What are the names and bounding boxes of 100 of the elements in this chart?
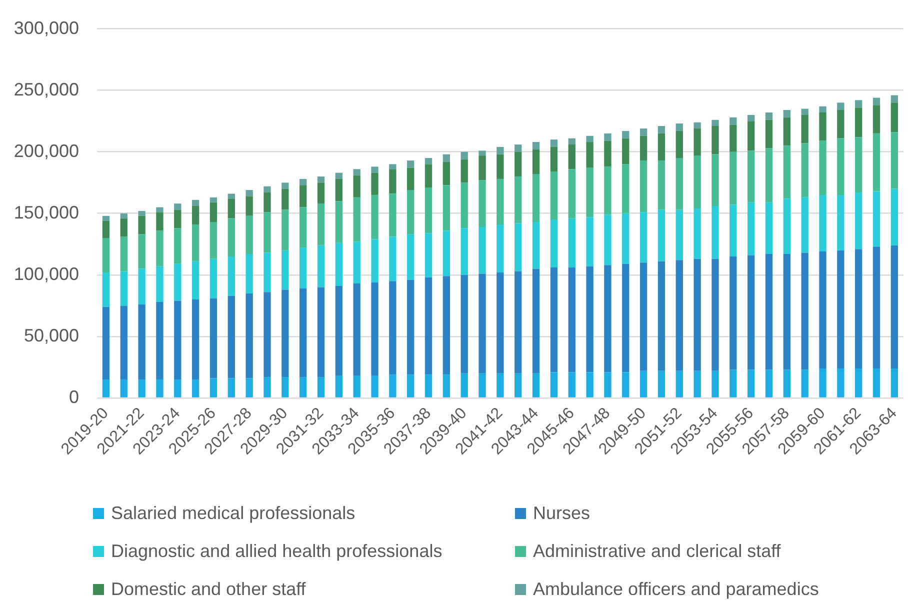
- bar: [299, 377, 307, 398]
- bar: [192, 224, 200, 262]
- bar: [640, 212, 648, 263]
- legend-label: Nurses: [533, 502, 590, 524]
- bar: [282, 182, 289, 189]
- bar: [210, 202, 218, 222]
- bar: [246, 254, 253, 294]
- bar: [246, 196, 253, 216]
- bar: [712, 154, 719, 206]
- bar: [156, 266, 164, 302]
- bar: [783, 254, 790, 370]
- bar: [837, 194, 844, 250]
- bar: [855, 108, 862, 138]
- bar: [640, 128, 648, 136]
- bar: [156, 302, 164, 380]
- bar: [550, 372, 558, 398]
- y-tick-label: 50,000: [24, 325, 79, 346]
- bar: [407, 280, 414, 375]
- legend-label: Diagnostic and allied health professionals: [111, 540, 442, 562]
- bar: [783, 198, 790, 254]
- bar: [138, 304, 146, 380]
- bar: [801, 197, 808, 253]
- bar: [460, 182, 468, 228]
- bar: [694, 258, 701, 371]
- bar: [765, 112, 773, 120]
- bar: [872, 191, 880, 247]
- bar: [872, 105, 880, 134]
- bar: [712, 258, 719, 371]
- bar: [353, 175, 360, 198]
- bar: [317, 245, 325, 288]
- bar: [765, 370, 773, 398]
- bar: [102, 216, 110, 221]
- bar: [586, 266, 594, 372]
- bar: [568, 138, 576, 144]
- bar: [747, 370, 755, 398]
- bar: [246, 378, 253, 398]
- bar: [299, 185, 307, 208]
- bar: [353, 197, 360, 242]
- bar: [496, 178, 504, 224]
- bar: [156, 380, 164, 398]
- bar: [855, 192, 862, 250]
- bar: [389, 374, 396, 398]
- bar: [335, 201, 342, 243]
- bar: [622, 372, 630, 398]
- bar: [424, 158, 432, 164]
- bar: [890, 245, 898, 368]
- bar: [120, 236, 128, 272]
- bar: [819, 140, 826, 195]
- y-tick-label: 300,000: [14, 18, 79, 38]
- bar: [282, 188, 289, 210]
- bar: [568, 144, 576, 170]
- bar: [120, 306, 128, 380]
- bar: [801, 143, 808, 198]
- bar: [890, 188, 898, 246]
- bar: [264, 377, 271, 398]
- bar: [676, 260, 683, 371]
- bar: [335, 376, 342, 398]
- bar: [604, 265, 612, 372]
- bar: [317, 182, 325, 204]
- bar: [783, 110, 790, 118]
- y-tick-label: 0: [68, 386, 79, 407]
- bar: [264, 212, 271, 253]
- bar: [550, 220, 558, 268]
- bar: [120, 218, 128, 237]
- bar: [424, 164, 432, 188]
- bar: [568, 169, 576, 218]
- bar: [855, 137, 862, 192]
- bar: [532, 174, 540, 222]
- bar: [604, 214, 612, 266]
- bar: [658, 210, 666, 262]
- bar: [228, 296, 235, 378]
- bar: [837, 110, 844, 138]
- bar: [514, 176, 522, 224]
- bar: [514, 373, 522, 398]
- bar: [730, 117, 737, 125]
- bar: [460, 274, 468, 374]
- legend-label: Administrative and clerical staff: [533, 540, 781, 562]
- bar: [514, 144, 522, 152]
- bar: [389, 194, 396, 237]
- bar: [622, 164, 630, 214]
- bar: [872, 368, 880, 398]
- bar: [335, 286, 342, 376]
- bar: [586, 168, 594, 218]
- bar: [640, 160, 648, 212]
- bar: [353, 169, 360, 176]
- bar: [837, 138, 844, 195]
- bar: [712, 370, 719, 398]
- bar: [407, 190, 414, 234]
- bar: [407, 160, 414, 168]
- bar: [442, 162, 450, 186]
- bar: [890, 95, 898, 103]
- bar: [658, 370, 666, 398]
- bar: [694, 122, 701, 128]
- bar: [640, 136, 648, 160]
- bar: [676, 210, 683, 260]
- bar: [335, 172, 342, 179]
- bar: [389, 281, 396, 375]
- bar: [156, 212, 164, 231]
- bar: [604, 140, 612, 167]
- bar: [246, 293, 253, 378]
